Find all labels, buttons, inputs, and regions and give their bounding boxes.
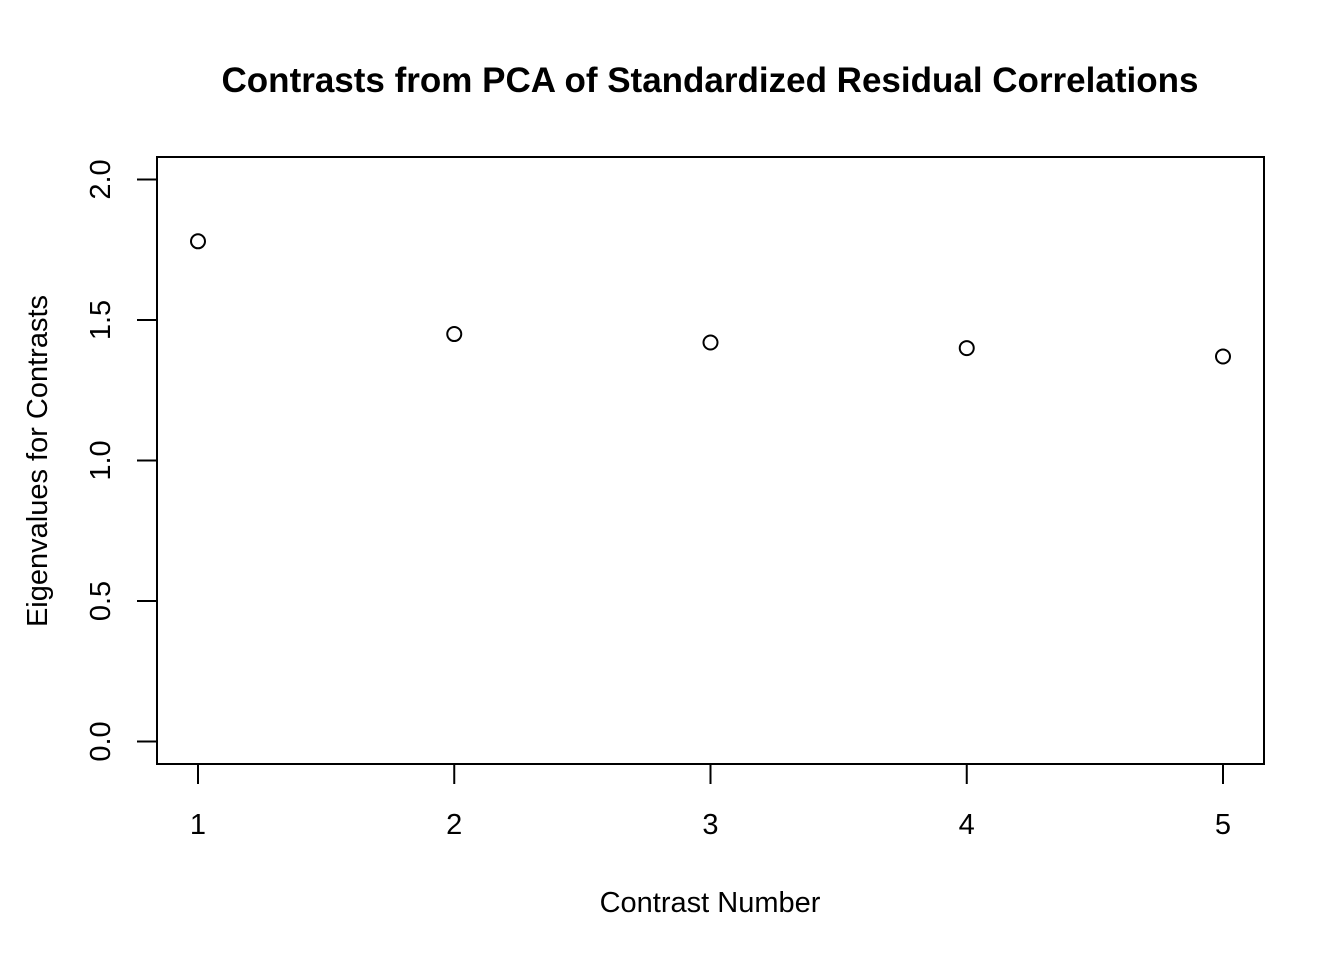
y-axis-label: Eigenvalues for Contrasts: [22, 295, 54, 627]
y-tick-label: 1.5: [85, 300, 117, 340]
x-tick-label: 3: [702, 809, 718, 841]
y-tick-label: 0.0: [85, 721, 117, 761]
x-tick-label: 4: [959, 809, 975, 841]
x-tick-label: 5: [1215, 809, 1231, 841]
data-point: [702, 334, 719, 351]
data-points: [190, 233, 1231, 365]
chart-title: Contrasts from PCA of Standardized Resid…: [222, 61, 1199, 100]
data-point: [446, 326, 463, 343]
y-axis: 0.0 0.5 1.0 1.5 2.0: [85, 159, 158, 762]
y-tick-label: 1.0: [85, 440, 117, 480]
data-point: [958, 340, 975, 357]
y-tick-label: 2.0: [85, 159, 117, 199]
plot-area-frame: [156, 156, 1265, 765]
data-point: [1215, 348, 1231, 365]
x-tick-label: 1: [190, 809, 206, 841]
x-axis: 1 2 3 4 5: [190, 763, 1231, 841]
data-point: [190, 233, 206, 250]
y-tick-label: 0.5: [85, 581, 117, 621]
x-tick-label: 2: [446, 809, 462, 841]
x-axis-label: Contrast Number: [600, 887, 821, 919]
